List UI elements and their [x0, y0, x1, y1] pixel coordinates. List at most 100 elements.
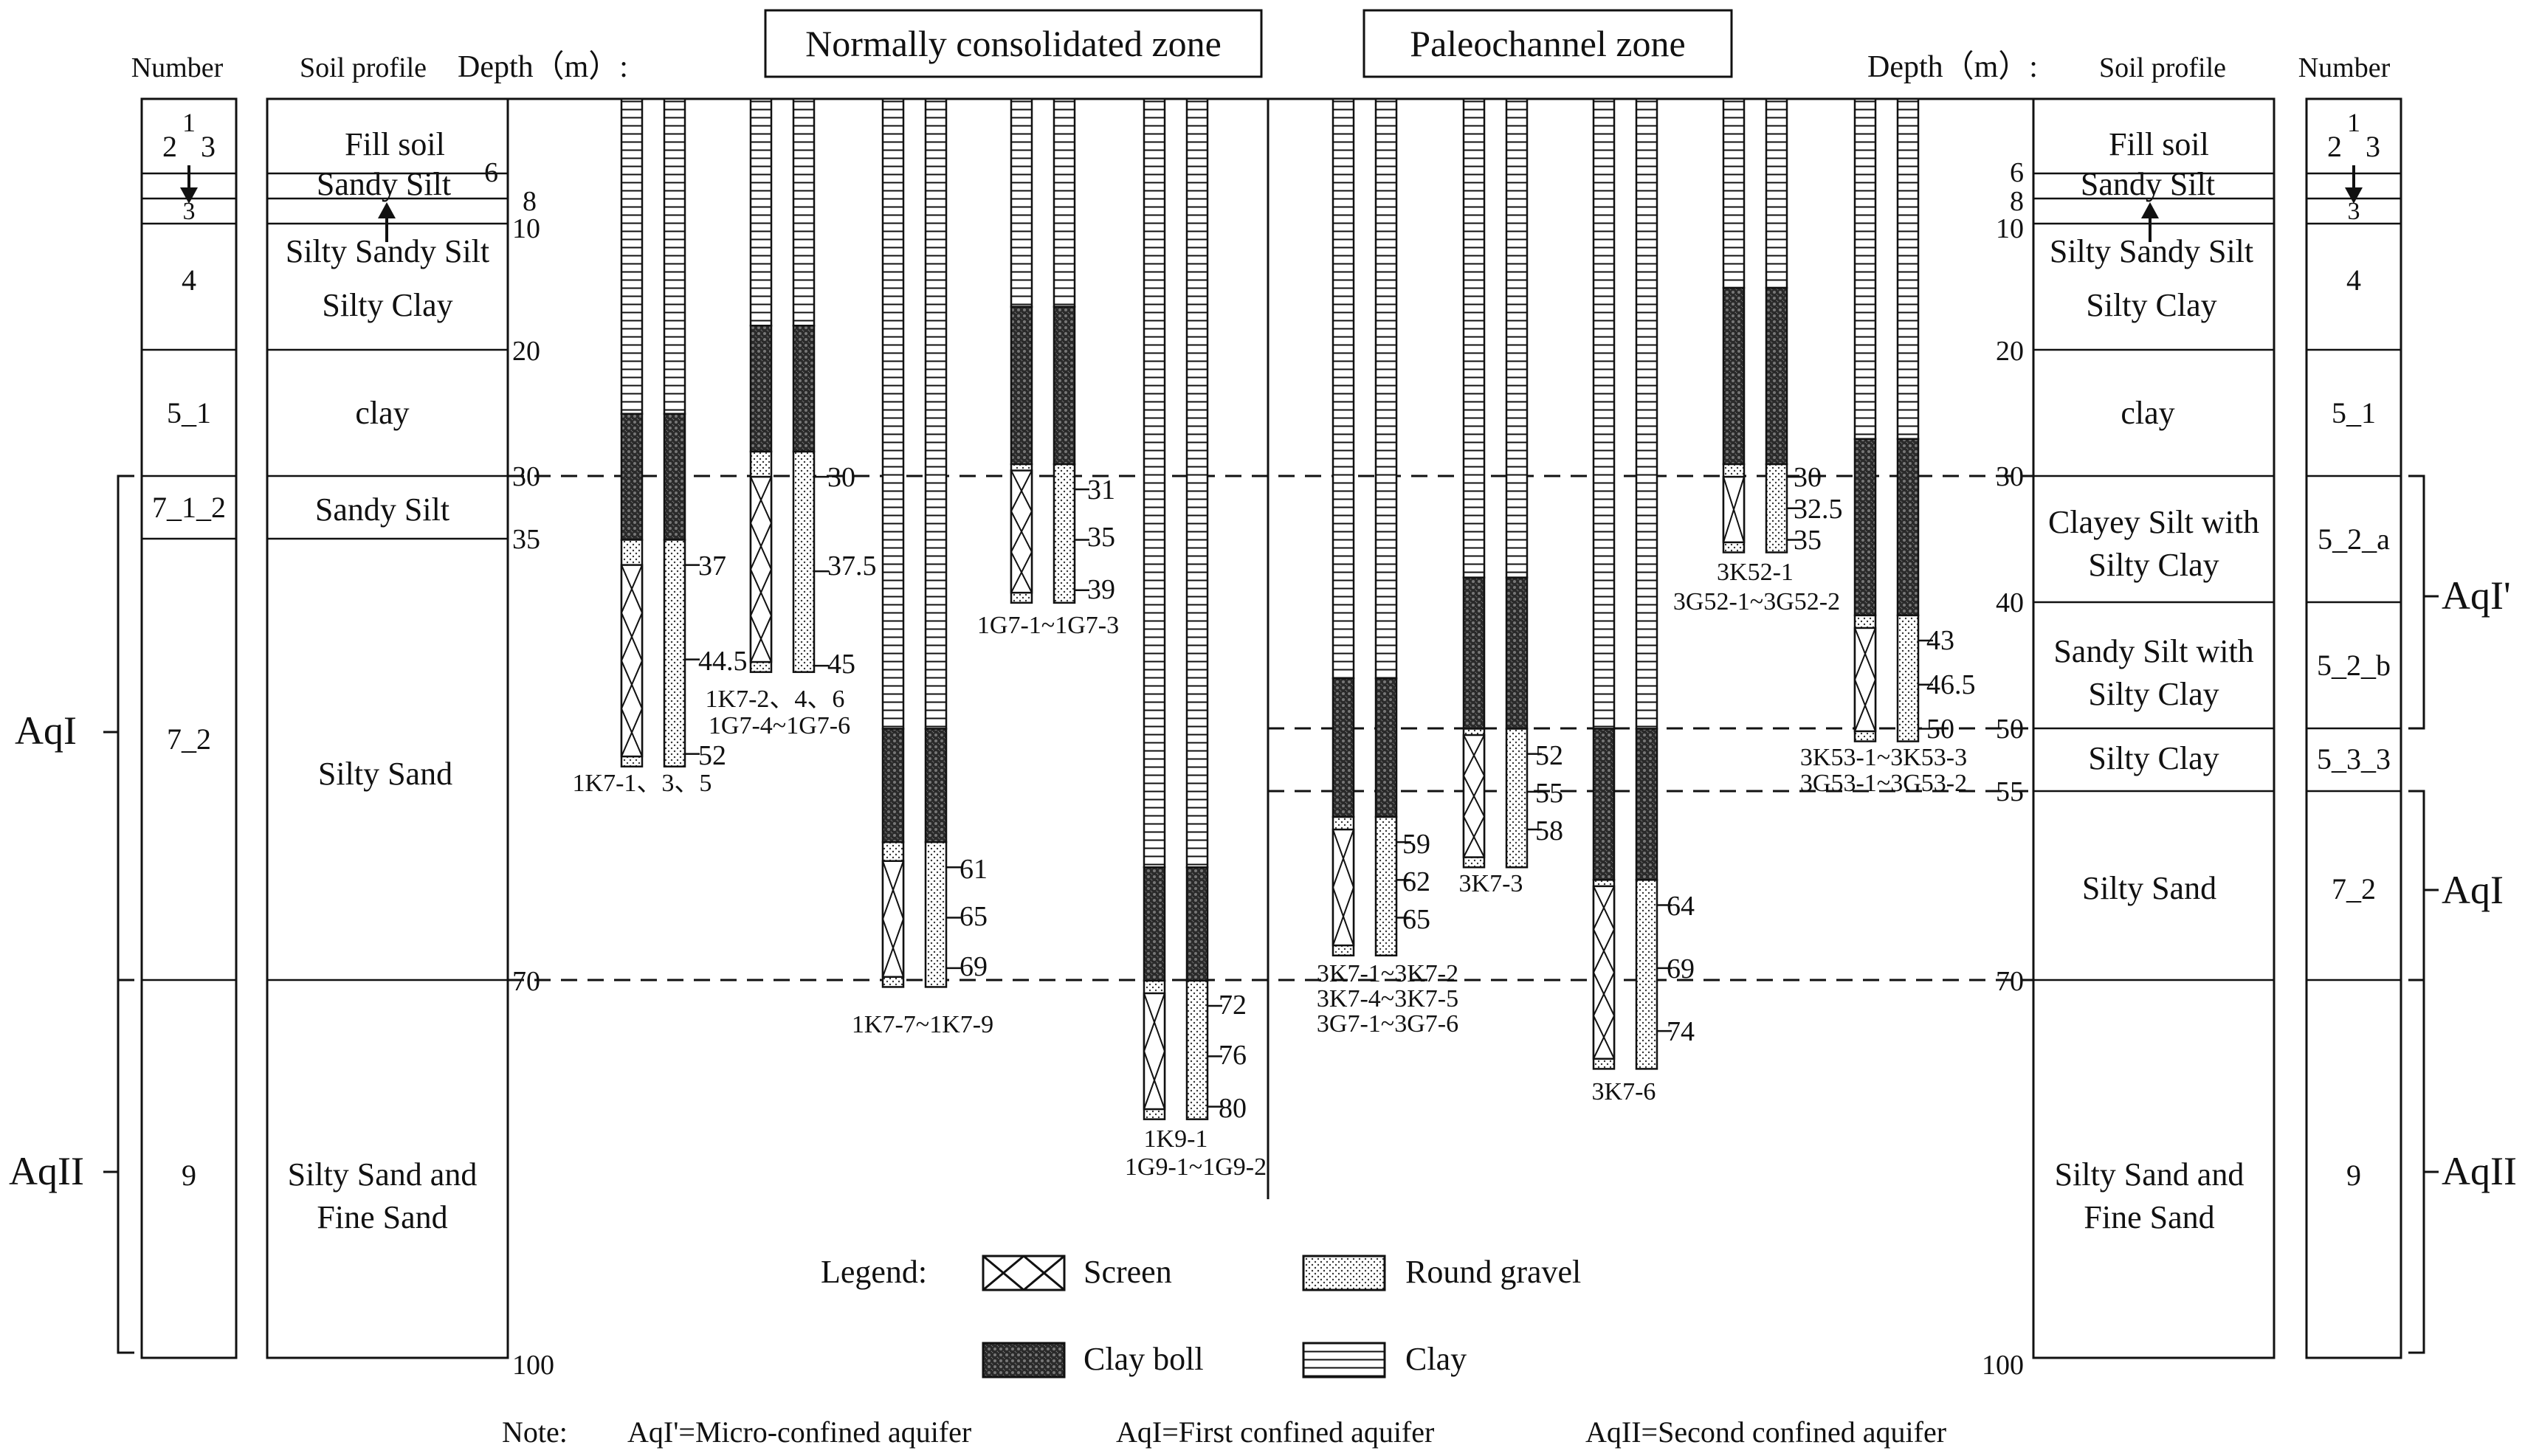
depth-w5-76: 76 [1219, 1040, 1247, 1071]
right-soil-silty-sand: Silty Sand [2082, 870, 2216, 906]
left-number-9: 9 [182, 1159, 196, 1192]
legend-clay-label: Clay [1405, 1341, 1467, 1377]
right-soil-silty-clay: Silty Clay [2086, 287, 2216, 323]
left-number-2: 2 [162, 130, 177, 163]
legend-clay-boll-label: Clay boll [1084, 1341, 1204, 1377]
depth-w6-65: 65 [1402, 904, 1430, 935]
well-1-screen-cross [621, 708, 643, 757]
depth-tick-left-35: 35 [512, 524, 540, 555]
well-5-left-clay-boll [1143, 866, 1166, 982]
well-2-screen-cross [750, 615, 772, 663]
well-9-left-clay [1722, 97, 1746, 289]
well-4-left-clay [1010, 97, 1033, 308]
depth-w4-35: 35 [1087, 522, 1115, 553]
zone-box-paleo [1362, 9, 1733, 78]
left-soil-fill: Fill soil [345, 126, 445, 162]
zone-title-normal: Normally consolidated zone [805, 23, 1222, 64]
well-8-left-clay [1592, 97, 1616, 730]
well-4-screen-cross [1010, 511, 1033, 553]
well-5-screen-cross [1143, 1051, 1165, 1110]
header-soil-profile-left: Soil profile [300, 52, 427, 83]
well-8-screen-cross [1593, 886, 1615, 930]
well-label-1g7-4: 1G7-4~1G7-6 [709, 712, 850, 739]
well-3-right-gravel [924, 841, 948, 988]
well-label-3k52-1: 3K52-1 [1717, 559, 1794, 586]
well-7-screen-cross [1463, 734, 1485, 776]
right-number-5-2-a: 5_2_a [2318, 522, 2390, 556]
well-6-left-clay [1331, 97, 1355, 680]
depth-w2-30: 30 [827, 462, 855, 493]
well-9-right-clay-boll [1765, 286, 1788, 466]
well-1-screen-cross [621, 660, 643, 709]
well-label-3k53-1: 3K53-1~3K53-3 [1800, 744, 1967, 771]
depth-w9-35: 35 [1794, 525, 1822, 556]
depth-w1-44-5: 44.5 [698, 646, 748, 677]
well-8-right-gravel [1635, 879, 1658, 1070]
depth-tick-left-20: 20 [512, 336, 540, 367]
well-3-screen-cross [882, 918, 904, 978]
depth-w5-72: 72 [1219, 990, 1247, 1021]
well-7-right-clay-boll [1505, 576, 1529, 730]
well-6-screen [1331, 828, 1355, 947]
left-arrow-up-icon [378, 202, 396, 242]
depth-tick-right-100: 100 [1982, 1350, 2024, 1381]
well-1-left-clay [620, 97, 644, 415]
left-aquifer-aq1: AqI [15, 708, 77, 753]
well-9-right-clay [1765, 97, 1788, 289]
well-label-1k7-2: 1K7-2、4、6 [706, 686, 845, 713]
depth-w10-50: 50 [1926, 714, 1954, 745]
well-6-screen-cross [1332, 829, 1354, 888]
monitoring-wells [620, 97, 1933, 1120]
depth-tick-left-6: 6 [484, 157, 498, 188]
well-10-right-clay [1896, 97, 1920, 441]
well-label-1g7-1: 1G7-1~1G7-3 [977, 612, 1119, 639]
well-5-screen [1143, 992, 1166, 1111]
legend-round-gravel-swatch [1302, 1255, 1386, 1291]
well-label-3g53-1: 3G53-1~3G53-2 [1800, 770, 1967, 797]
well-10-screen [1853, 627, 1877, 733]
well-2-left-clay [749, 97, 773, 327]
well-10-screen-cross [1854, 627, 1876, 680]
right-soil-clayey-silt-with: Clayey Silt with [2048, 504, 2259, 540]
well-5-right-gravel [1185, 979, 1209, 1120]
well-2-screen-cross [750, 476, 772, 524]
right-aquifer-aq2: AqII [2442, 1149, 2517, 1193]
depth-tick-left-10: 10 [512, 213, 540, 244]
left-soil-clay: clay [355, 395, 409, 431]
right-arrow-down-icon [2345, 165, 2363, 204]
left-soil-sandy-silt-2: Sandy Silt [315, 491, 449, 528]
right-number-2: 2 [2327, 130, 2342, 163]
well-3-left-clay [881, 97, 905, 730]
depth-w9-32-5: 32.5 [1794, 494, 1843, 525]
well-label-3g52-1: 3G52-1~3G52-2 [1673, 588, 1840, 615]
right-number-3b: 3 [2348, 198, 2360, 225]
depth-w4-39: 39 [1087, 574, 1115, 605]
well-7-screen-cross [1463, 775, 1485, 817]
well-label-3k7-6: 3K7-6 [1592, 1078, 1656, 1105]
well-2-right-clay-boll [792, 325, 816, 453]
depth-w8-64: 64 [1667, 891, 1695, 922]
zone-box-normal [764, 9, 1263, 78]
well-3-screen-cross [882, 860, 904, 920]
well-8-screen-cross [1593, 972, 1615, 1016]
header-number-left: Number [131, 52, 224, 83]
well-7-right-gravel [1505, 728, 1529, 869]
legend-screen-label: Screen [1084, 1254, 1172, 1290]
legend-clay-swatch [1302, 1342, 1386, 1379]
right-soil-fill: Fill soil [2109, 126, 2209, 162]
well-10-screen-cross [1854, 679, 1876, 732]
well-1-left-clay-boll [620, 413, 644, 541]
left-number-1: 1 [182, 108, 196, 137]
well-7-left-clay [1462, 97, 1486, 579]
well-5-left-clay [1143, 97, 1166, 869]
well-2-screen-cross [750, 569, 772, 616]
right-number-3a: 3 [2366, 130, 2380, 163]
well-8-right-clay-boll [1635, 728, 1658, 881]
well-9-right-gravel [1765, 463, 1788, 553]
well-2-screen [749, 475, 773, 663]
well-label-1k7-7: 1K7-7~1K7-9 [852, 1011, 993, 1038]
right-layer-lines [2033, 172, 2401, 981]
left-number-column [140, 97, 238, 1359]
depth-w1-52: 52 [698, 740, 726, 771]
